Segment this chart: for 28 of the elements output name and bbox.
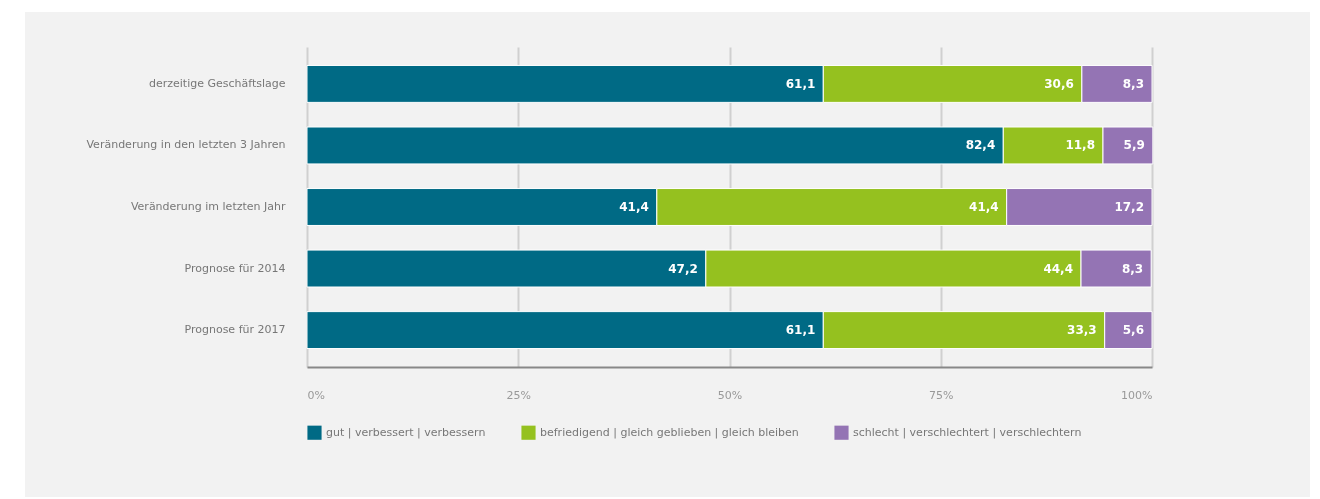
x-tick-label: 75% — [929, 388, 954, 402]
data-label: 41,4 — [619, 200, 649, 214]
legend-label: gut | verbessert | verbessern — [326, 425, 486, 439]
data-label: 33,3 — [1067, 323, 1097, 338]
x-tick-label: 0% — [307, 388, 325, 402]
y-tick-label: Veränderung in den letzten 3 Jahren — [86, 138, 286, 152]
y-tick-label: Prognose für 2014 — [184, 261, 286, 275]
x-tick-label: 50% — [717, 388, 743, 402]
data-label: 11,8 — [1065, 138, 1095, 153]
data-label: 61,1 — [785, 323, 816, 338]
y-tick-label: derzeitige Geschäftslage — [148, 76, 286, 90]
y-tick-label: Prognose für 2017 — [184, 323, 286, 337]
data-label: 41,4 — [969, 200, 999, 214]
data-label: 61,1 — [785, 76, 816, 91]
legend-label: schlecht | verschlechtert | verschlechtern — [853, 425, 1082, 439]
data-label: 47,2 — [668, 261, 698, 276]
data-label: 17,2 — [1114, 200, 1144, 214]
y-tick-label: Veränderung im letzten Jahr — [130, 200, 286, 213]
data-label: 8,3 — [1121, 261, 1144, 276]
data-label: 8,3 — [1122, 76, 1144, 91]
data-label: 5,6 — [1122, 323, 1144, 338]
data-label: 5,9 — [1123, 138, 1145, 153]
data-label: 30,6 — [1044, 76, 1074, 91]
data-label: 44,4 — [1043, 261, 1074, 276]
legend-label: befriedigend | gleich geblieben | gleich bleiben — [540, 425, 799, 439]
data-label: 82,4 — [965, 138, 996, 153]
x-tick-label: 25% — [506, 388, 531, 402]
x-tick-label: 100% — [1121, 388, 1153, 402]
